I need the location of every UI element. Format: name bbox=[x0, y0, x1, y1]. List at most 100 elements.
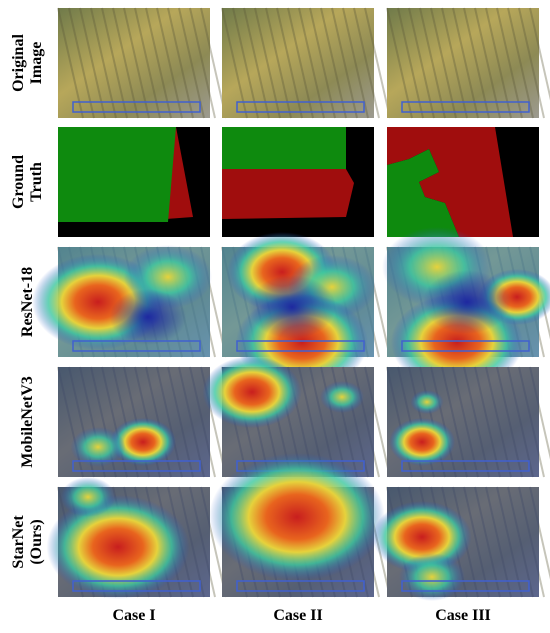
texture bbox=[452, 7, 479, 119]
texture bbox=[507, 7, 534, 119]
heat-blob bbox=[110, 418, 176, 466]
texture bbox=[243, 7, 270, 119]
texture bbox=[518, 7, 545, 119]
texture bbox=[441, 7, 468, 119]
texture bbox=[287, 7, 314, 119]
photo bbox=[58, 8, 210, 118]
texture bbox=[364, 7, 391, 119]
row-label: Ground Truth bbox=[10, 155, 45, 209]
row-label-line: (Ours) bbox=[28, 519, 45, 564]
row-label: Original Image bbox=[10, 34, 45, 92]
photo bbox=[387, 8, 539, 118]
heat-blob bbox=[60, 477, 116, 517]
image-cell bbox=[386, 366, 550, 478]
texture bbox=[134, 7, 161, 119]
image-cell bbox=[387, 127, 539, 237]
column-label: Case II bbox=[273, 607, 322, 624]
texture bbox=[474, 7, 501, 119]
column-label: Case I bbox=[112, 607, 155, 624]
texture bbox=[79, 7, 106, 119]
heat-blob bbox=[372, 501, 472, 573]
frame-bar bbox=[72, 580, 201, 592]
image-cell bbox=[372, 486, 550, 601]
texture bbox=[353, 7, 380, 119]
texture bbox=[156, 7, 183, 119]
texture bbox=[430, 7, 457, 119]
frame-bar bbox=[72, 101, 201, 113]
image-cell bbox=[386, 7, 550, 119]
heat-blob bbox=[248, 275, 336, 339]
texture bbox=[189, 7, 216, 119]
frame-bar bbox=[401, 460, 530, 472]
photo bbox=[222, 8, 374, 118]
heat-blob bbox=[202, 356, 302, 428]
texture bbox=[57, 7, 84, 119]
texture bbox=[68, 7, 95, 119]
figure-grid: Original Image Ground Truth ResNet-18 MobileN… bbox=[10, 7, 550, 624]
frame-bar bbox=[401, 580, 530, 592]
texture bbox=[167, 7, 194, 119]
image-cell bbox=[57, 366, 227, 478]
mask-lodged bbox=[222, 169, 354, 219]
heat-blob bbox=[320, 381, 364, 413]
texture bbox=[276, 7, 303, 119]
heat-blob bbox=[423, 270, 511, 334]
image-cell bbox=[58, 127, 210, 237]
heat-blob bbox=[209, 453, 385, 581]
frame-bar bbox=[236, 340, 365, 352]
mask-standing bbox=[387, 149, 459, 237]
texture bbox=[309, 7, 336, 119]
mask-standing bbox=[58, 127, 176, 222]
image-cell bbox=[57, 7, 227, 119]
texture bbox=[178, 7, 205, 119]
texture bbox=[342, 7, 369, 119]
texture bbox=[298, 7, 325, 119]
row-label-line: Ground bbox=[10, 155, 27, 209]
image-cell bbox=[32, 245, 227, 358]
texture bbox=[386, 7, 413, 119]
mask-standing bbox=[222, 127, 346, 169]
row-label-line: StarNet bbox=[10, 515, 27, 569]
frame-bar bbox=[72, 460, 201, 472]
texture bbox=[112, 7, 139, 119]
heat-blob bbox=[109, 289, 187, 345]
frame-bar bbox=[401, 340, 530, 352]
texture bbox=[397, 7, 424, 119]
texture bbox=[496, 7, 523, 119]
frame-bar bbox=[72, 340, 201, 352]
heat-blob bbox=[46, 495, 190, 599]
heat-blob bbox=[389, 418, 455, 466]
row-label-line: ResNet-18 bbox=[19, 267, 36, 337]
heat-blob bbox=[410, 390, 444, 414]
mask-lodged bbox=[387, 127, 513, 237]
row-label-line: Image bbox=[28, 42, 45, 85]
row-label: MobileNetV3 bbox=[19, 376, 36, 468]
texture bbox=[529, 7, 550, 101]
texture bbox=[419, 7, 446, 119]
image-cell bbox=[382, 227, 550, 390]
image-cell bbox=[221, 232, 391, 390]
texture bbox=[254, 7, 281, 119]
row-label-line: MobileNetV3 bbox=[19, 376, 36, 468]
texture bbox=[221, 7, 248, 119]
image-cell bbox=[221, 7, 391, 119]
texture bbox=[90, 7, 117, 119]
frame-bar bbox=[236, 101, 365, 113]
row-label-line: Original bbox=[10, 34, 27, 92]
texture bbox=[123, 7, 150, 119]
column-label: Case III bbox=[435, 607, 491, 624]
row-label-line: Truth bbox=[28, 162, 45, 202]
row-label: StarNet (Ours) bbox=[10, 515, 45, 569]
frame-bar bbox=[236, 580, 365, 592]
image-cell bbox=[222, 127, 374, 237]
texture bbox=[320, 7, 347, 119]
texture bbox=[232, 7, 259, 119]
texture bbox=[145, 7, 172, 119]
texture bbox=[265, 7, 292, 119]
row-label: ResNet-18 bbox=[19, 267, 36, 337]
frame-bar bbox=[401, 101, 530, 113]
texture bbox=[408, 7, 435, 119]
image-cell bbox=[46, 477, 227, 599]
image-cell bbox=[209, 453, 391, 598]
